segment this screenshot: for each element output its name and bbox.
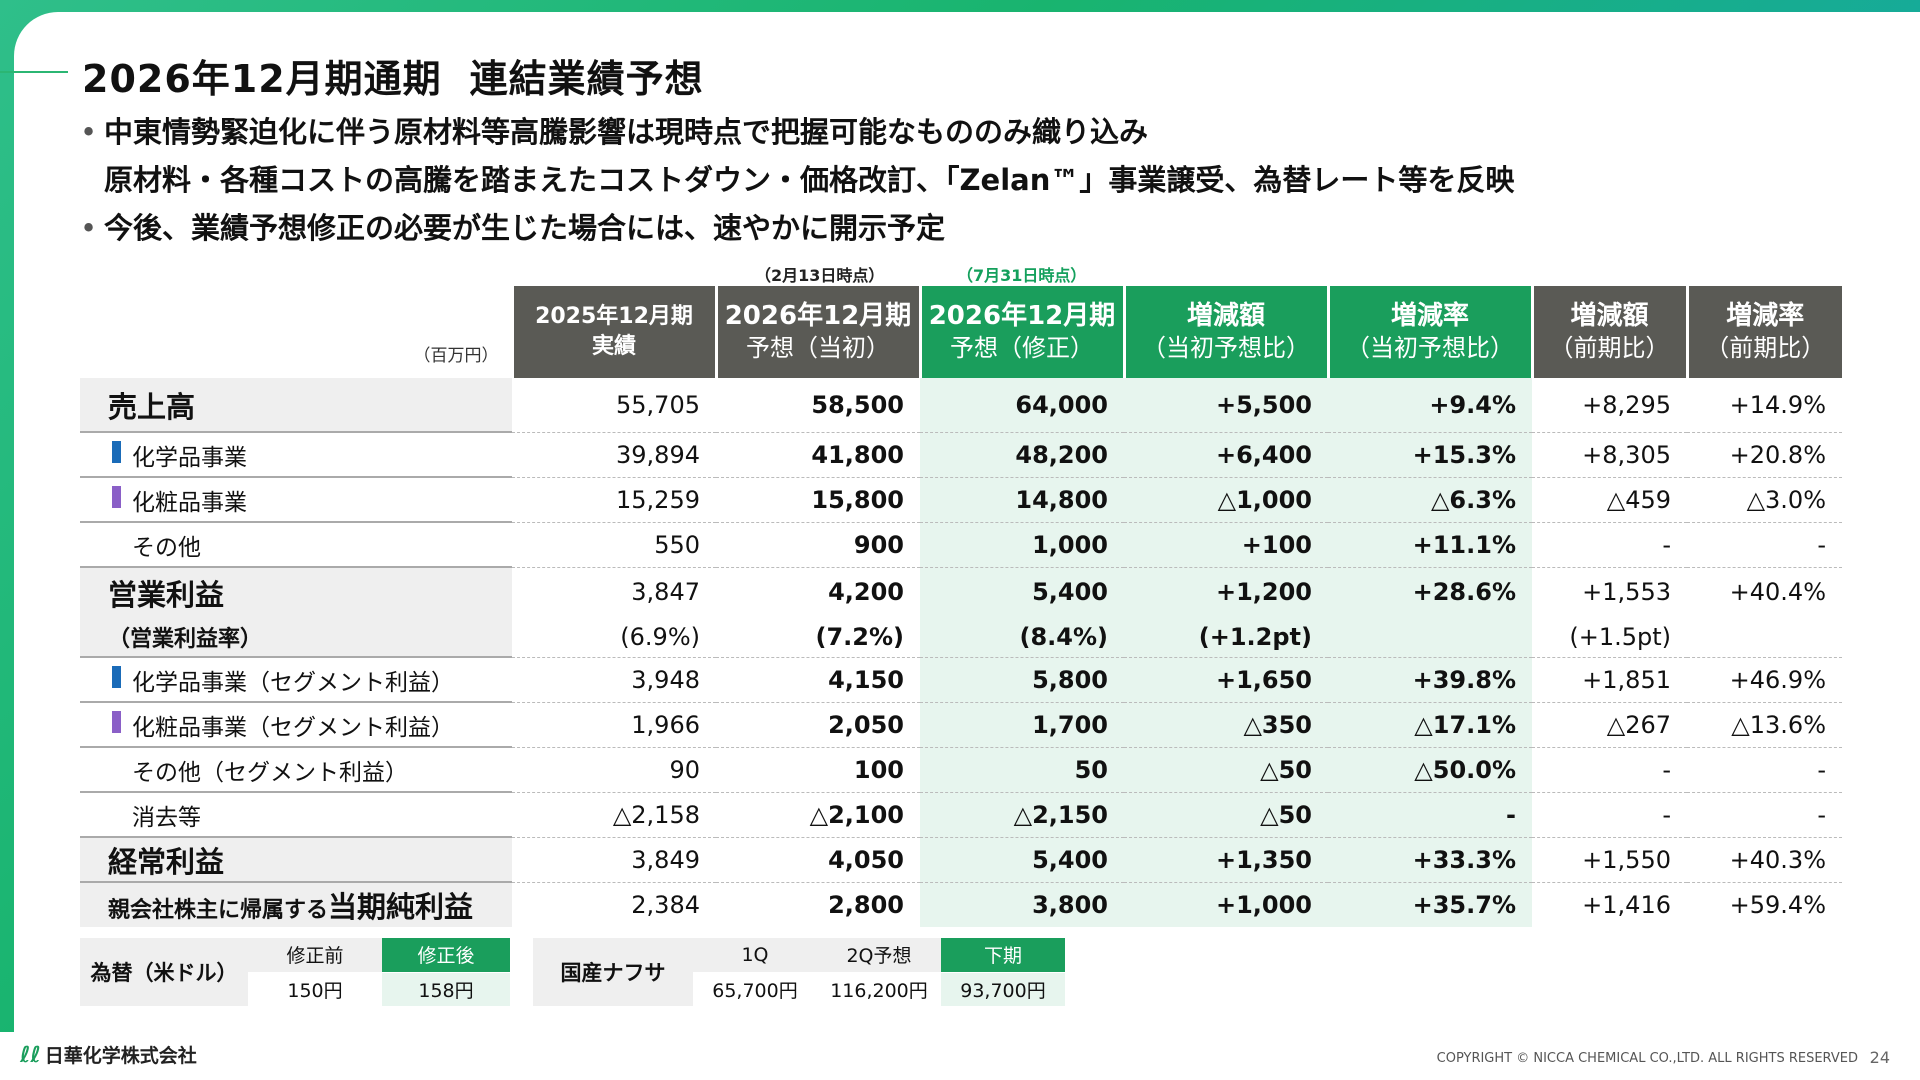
forecast-table: （百万円） 2025年12月期 実績 2026年12月期 予想（当初） 2026年1… [80, 286, 1842, 927]
table-row-cosmetics-profit: 化粧品事業（セグメント利益） 1,966 2,050 1,700 △350 △1… [80, 702, 1842, 748]
fx-head-before: 修正前 [248, 938, 382, 973]
table-row-operating-profit: 営業利益 3,847 4,200 5,400 +1,200 +28.6% +1,… [80, 567, 1842, 617]
chemical-color-bar [112, 665, 121, 688]
page-title: 2026年12月期通期 連結業績予想 [82, 48, 704, 103]
title-period: 2026年12月期通期 [82, 57, 442, 101]
bullet-item: • 今後、業績予想修正の必要が生じた場合には、速やかに開示予定 [80, 204, 1514, 252]
bullet-marker: • [80, 211, 98, 245]
fx-value-after: 158円 [382, 972, 510, 1007]
header-plan: 2026年12月期 予想（当初） [714, 286, 920, 378]
header-rate-prev: 増減率 （前期比） [1685, 286, 1842, 378]
table-row-sales: 売上高 55,705 58,500 64,000 +5,500 +9.4% +8… [80, 378, 1842, 433]
header-diff-plan: 増減額 （当初予想比） [1122, 286, 1328, 378]
title-subject: 連結業績予想 [469, 57, 704, 101]
table-row-eliminations: 消去等 △2,158 △2,100 △2,150 △50 - - - [80, 792, 1842, 838]
original-date-note: （2月13日時点） [755, 266, 885, 285]
bullet-item-continued: 原材料・各種コストの高騰を踏まえたコストダウン・価格改訂、「Zelan™」事業譲… [104, 163, 1515, 197]
title-accent-line [0, 71, 68, 73]
cosmetics-color-bar [112, 710, 121, 733]
naphtha-value-1q: 65,700円 [693, 972, 817, 1007]
fx-value-before: 150円 [248, 972, 382, 1007]
bullet-marker: • [80, 115, 98, 149]
naphtha-label: 国産ナフサ [533, 938, 693, 1007]
header-revised: 2026年12月期 予想（修正） [918, 286, 1124, 378]
header-diff-prev: 増減額 （前期比） [1530, 286, 1687, 378]
naphtha-table: 国産ナフサ 1Q 2Q予想 下期 65,700円 116,200円 93,700… [533, 938, 1065, 1007]
copyright-text: COPYRIGHT © NICCA CHEMICAL CO.,LTD. ALL … [1436, 1051, 1858, 1066]
bullet-item: • 中東情勢緊迫化に伴う原材料等高騰影響は現時点で把握可能なもののみ織り込み [80, 108, 1514, 156]
revised-date-note: （7月31日時点） [957, 266, 1087, 285]
naphtha-head-2h: 下期 [941, 938, 1065, 973]
chemical-color-bar [112, 440, 121, 463]
naphtha-value-2h: 93,700円 [941, 972, 1065, 1007]
cosmetics-color-bar [112, 485, 121, 508]
table-header-row: （百万円） 2025年12月期 実績 2026年12月期 予想（当初） 2026年1… [80, 286, 1842, 378]
logo-mark-icon: ℓℓ [20, 1043, 41, 1068]
table-row-ordinary-profit: 経常利益 3,849 4,050 5,400 +1,350 +33.3% +1,… [80, 837, 1842, 883]
naphtha-value-2q: 116,200円 [817, 972, 941, 1007]
fx-rate-table: 為替（米ドル） 修正前 修正後 150円 158円 [80, 938, 510, 1007]
naphtha-head-2q: 2Q予想 [817, 938, 941, 973]
fx-head-after: 修正後 [382, 938, 510, 973]
footer-bar [0, 1032, 1920, 1080]
page-number: 24 [1869, 1048, 1890, 1067]
table-row-cosmetics-sales: 化粧品事業 15,259 15,800 14,800 △1,000 △6.3% … [80, 477, 1842, 523]
company-logo: ℓℓ 日華化学株式会社 [20, 1043, 197, 1068]
table-row-chemical-sales: 化学品事業 39,894 41,800 48,200 +6,400 +15.3%… [80, 432, 1842, 478]
table-row-net-profit: 親会社株主に帰属する当期純利益 2,384 2,800 3,800 +1,000… [80, 882, 1842, 927]
table-row-other-sales: その他 550 900 1,000 +100 +11.1% - - [80, 522, 1842, 568]
header-rate-plan: 増減率 （当初予想比） [1326, 286, 1532, 378]
header-actual: 2025年12月期 実績 [510, 286, 716, 378]
fx-label: 為替（米ドル） [80, 938, 248, 1007]
naphtha-head-1q: 1Q [693, 938, 817, 973]
table-row-other-profit: その他（セグメント利益） 90 100 50 △50 △50.0% - - [80, 747, 1842, 793]
table-row-operating-margin: （営業利益率） (6.9%) (7.2%) (8.4%) (+1.2pt) (+… [80, 617, 1842, 658]
bullet-list: • 中東情勢緊迫化に伴う原材料等高騰影響は現時点で把握可能なもののみ織り込み 原材… [80, 108, 1514, 252]
table-row-chemical-profit: 化学品事業（セグメント利益） 3,948 4,150 5,800 +1,650 … [80, 657, 1842, 703]
unit-label: （百万円） [80, 286, 512, 378]
